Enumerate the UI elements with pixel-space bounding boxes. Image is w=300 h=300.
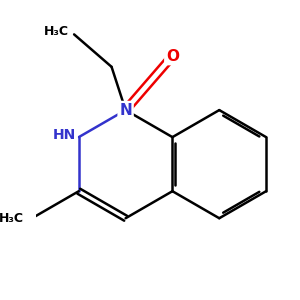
Text: O: O [166,49,179,64]
Text: N: N [119,103,132,118]
Text: HN: HN [53,128,76,142]
Text: H₃C: H₃C [0,212,24,225]
Text: H₃C: H₃C [44,25,69,38]
